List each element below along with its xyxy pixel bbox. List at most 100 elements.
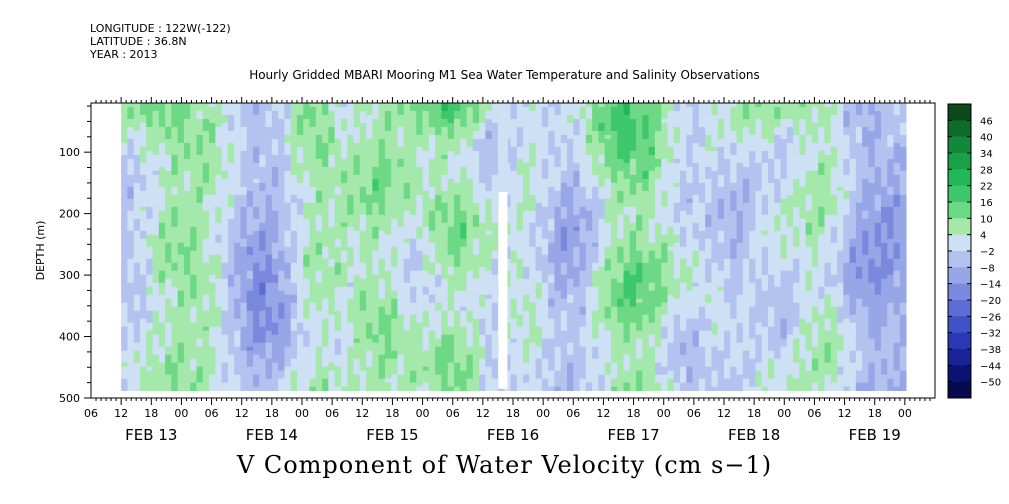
heatmap-cell <box>240 242 248 248</box>
heatmap-cell <box>271 386 279 392</box>
heatmap-cell <box>523 370 530 376</box>
heatmap-cell <box>209 386 216 392</box>
heatmap-cell <box>190 274 197 280</box>
heatmap-cell <box>322 298 329 304</box>
heatmap-cell <box>234 214 241 220</box>
heatmap-cell <box>328 238 336 244</box>
heatmap-cell <box>234 206 241 212</box>
heatmap-cell <box>234 118 241 124</box>
heatmap-cell <box>177 234 185 240</box>
heatmap-cell <box>384 250 392 256</box>
heatmap-cell <box>190 358 197 364</box>
heatmap-cell <box>453 246 461 252</box>
heatmap-cell <box>441 194 449 200</box>
heatmap-cell <box>121 274 128 280</box>
heatmap-cell <box>372 134 380 140</box>
heatmap-cell <box>447 298 455 304</box>
heatmap-cell <box>397 322 405 328</box>
heatmap-cell <box>309 154 317 160</box>
heatmap-cell <box>190 146 197 152</box>
heatmap-cell <box>202 134 210 140</box>
heatmap-cell <box>121 330 128 336</box>
heatmap-cell <box>227 298 235 304</box>
heatmap-cell <box>516 254 524 260</box>
heatmap-cell <box>491 386 499 392</box>
heatmap-cell <box>516 250 524 256</box>
heatmap-cell <box>516 182 524 188</box>
heatmap-cell <box>334 346 342 352</box>
heatmap-cell <box>221 318 229 324</box>
heatmap-cell <box>171 242 179 248</box>
heatmap-cell <box>554 138 562 144</box>
heatmap-cell <box>366 110 373 116</box>
heatmap-cell <box>133 262 141 268</box>
heatmap-cell <box>322 226 329 232</box>
heatmap-cell <box>529 366 537 372</box>
heatmap-cell <box>328 294 336 300</box>
heatmap-cell <box>472 350 480 356</box>
heatmap-cell <box>491 374 499 380</box>
heatmap-cell <box>158 386 166 392</box>
heatmap-cell <box>523 346 530 352</box>
heatmap-cell <box>259 326 266 332</box>
heatmap-cell <box>127 190 135 196</box>
heatmap-cell <box>384 122 392 128</box>
heatmap-cell <box>309 122 317 128</box>
heatmap-cell <box>209 214 216 220</box>
heatmap-cell <box>491 310 499 316</box>
heatmap-cell <box>410 302 417 308</box>
heatmap-cell <box>139 298 147 304</box>
heatmap-cell <box>428 103 436 108</box>
heatmap-cell <box>441 350 449 356</box>
heatmap-cell <box>133 146 141 152</box>
heatmap-cell <box>391 178 398 184</box>
heatmap-cell <box>529 370 537 376</box>
heatmap-cell <box>165 103 172 108</box>
heatmap-cell <box>504 222 511 228</box>
heatmap-cell <box>221 222 229 228</box>
heatmap-cell <box>171 286 179 292</box>
heatmap-cell <box>227 214 235 220</box>
heatmap-cell <box>384 170 392 176</box>
heatmap-cell <box>246 318 254 324</box>
heatmap-cell <box>190 302 197 308</box>
heatmap-cell <box>453 322 461 328</box>
heatmap-cell <box>472 334 480 340</box>
heatmap-cell <box>397 302 405 308</box>
heatmap-cell <box>227 278 235 284</box>
heatmap-cell <box>240 146 248 152</box>
heatmap-cell <box>158 146 166 152</box>
heatmap-cell <box>340 166 348 172</box>
heatmap-cell <box>535 374 543 380</box>
heatmap-cell <box>485 142 493 148</box>
heatmap-cell <box>523 174 530 180</box>
heatmap-cell <box>265 322 273 328</box>
heatmap-cell <box>428 278 436 284</box>
heatmap-cell <box>271 250 279 256</box>
heatmap-cell <box>240 186 248 192</box>
heatmap-cell <box>472 134 480 140</box>
heatmap-cell <box>271 238 279 244</box>
heatmap-cell <box>397 170 405 176</box>
heatmap-cell <box>284 370 292 376</box>
heatmap-cell <box>158 302 166 308</box>
heatmap-cell <box>202 206 210 212</box>
heatmap-cell <box>196 250 204 256</box>
heatmap-cell <box>158 274 166 280</box>
heatmap-cell <box>416 270 423 276</box>
heatmap-cell <box>183 258 191 264</box>
heatmap-cell <box>447 266 455 272</box>
heatmap-cell <box>416 146 423 152</box>
heatmap-cell <box>227 122 235 128</box>
heatmap-cell <box>403 378 411 384</box>
heatmap-cell <box>529 362 537 368</box>
heatmap-cell <box>177 386 185 392</box>
heatmap-cell <box>504 278 511 284</box>
heatmap-cell <box>165 346 172 352</box>
heatmap-cell <box>535 346 543 352</box>
heatmap-cell <box>221 206 229 212</box>
heatmap-cell <box>378 266 386 272</box>
heatmap-cell <box>240 326 248 332</box>
heatmap-cell <box>177 254 185 260</box>
heatmap-cell <box>158 378 166 384</box>
